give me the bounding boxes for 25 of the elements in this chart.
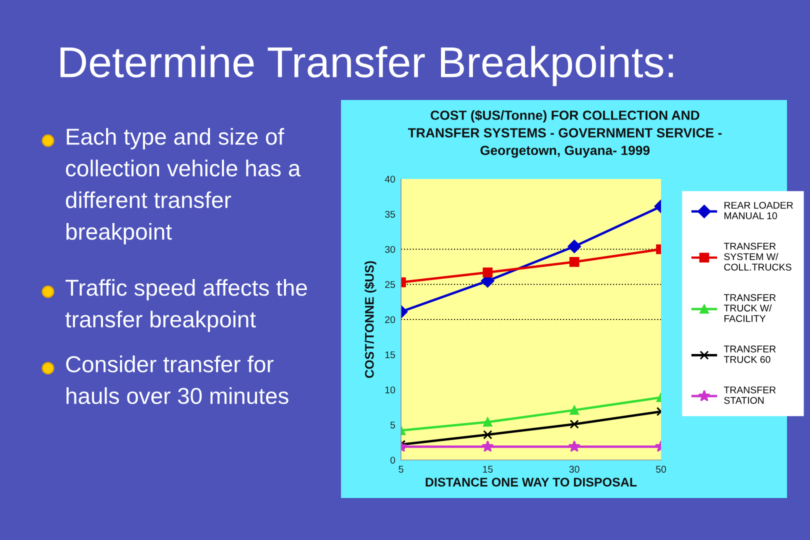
y-tick-label: 5 <box>390 422 396 428</box>
y-tick-label: 15 <box>385 351 396 358</box>
x-tick-label: 50 <box>656 466 666 473</box>
legend-label: TRANSFER SYSTEM W/ COLL.TRUCKS <box>724 242 792 271</box>
x-axis-title: DISTANCE ONE WAY TO DISPOSAL <box>426 478 637 487</box>
x-tick-label: 30 <box>569 466 580 473</box>
y-axis-title: COST/TONNE ($US) <box>364 261 376 378</box>
y-tick-label: 30 <box>385 246 396 253</box>
legend-label: TRANSFER TRUCK 60 <box>724 346 776 363</box>
legend-label: TRANSFER STATION <box>724 386 776 404</box>
legend-label: REAR LOADER MANUAL 10 <box>724 202 793 220</box>
y-tick-label: 20 <box>385 316 396 324</box>
x-tick-label: 15 <box>483 466 493 473</box>
y-tick-label: 40 <box>384 176 396 183</box>
y-tick-label: 25 <box>385 281 396 288</box>
legend-label: TRANSFER TRUCK W/ FACILITY <box>724 294 776 322</box>
text: Each type and size of collection vehicle has a different transfer breakpoint <box>66 128 301 244</box>
y-tick-label: 10 <box>385 386 396 394</box>
text: Consider transfer for hauls over 30 minutes <box>66 356 288 404</box>
y-tick-label: 35 <box>385 210 396 218</box>
x-tick-label: 5 <box>398 466 404 473</box>
text: Determine Transfer Breakpoints: <box>60 46 673 86</box>
text: Traffic speed affects the transfer breakpoint <box>65 279 307 332</box>
chart-title: COST ($US/Tonne) FOR COLLECTION AND TRANSFER SYSTEMS - GOVERNMENT SERVICE - Georgetown, Guyana- 1999 <box>408 110 722 158</box>
y-tick-label: 0 <box>390 456 396 464</box>
